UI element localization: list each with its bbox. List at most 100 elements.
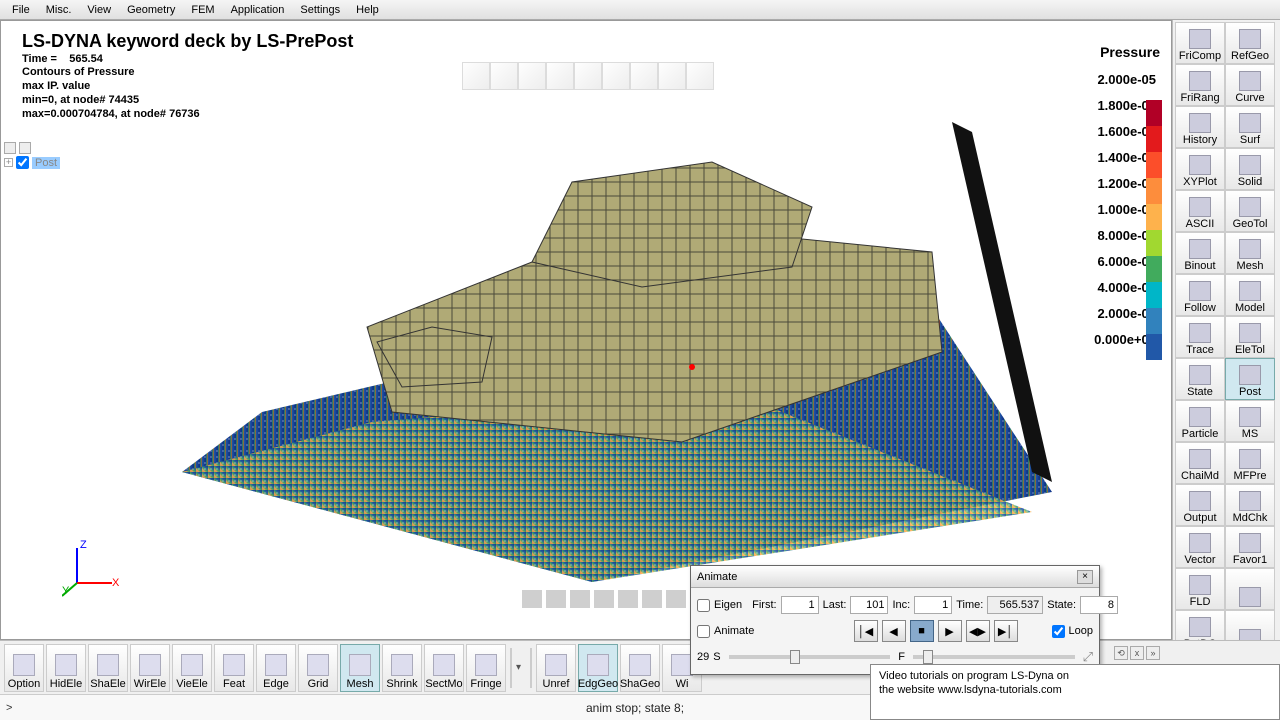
ascii-icon bbox=[1189, 197, 1211, 217]
view-cubes[interactable] bbox=[462, 62, 714, 90]
btool-option[interactable]: Option bbox=[4, 644, 44, 692]
btool-sectmo[interactable]: SectMo bbox=[424, 644, 464, 692]
btool-grid[interactable]: Grid bbox=[298, 644, 338, 692]
stop-button[interactable]: ■ bbox=[910, 620, 934, 642]
last-input[interactable] bbox=[850, 596, 888, 614]
tool-mesh[interactable]: Mesh bbox=[1225, 232, 1275, 274]
step-button[interactable]: ◀▶ bbox=[966, 620, 990, 642]
ms-icon bbox=[1239, 407, 1261, 427]
svg-text:Z: Z bbox=[80, 539, 87, 551]
output-icon bbox=[1189, 491, 1211, 511]
s-label: S bbox=[713, 651, 720, 663]
eigen-check[interactable] bbox=[697, 599, 710, 612]
menu-fem[interactable]: FEM bbox=[183, 2, 222, 18]
tool-fld[interactable]: FLD bbox=[1175, 568, 1225, 610]
btool-fringe[interactable]: Fringe bbox=[466, 644, 506, 692]
inc-input[interactable] bbox=[914, 596, 952, 614]
menu-help[interactable]: Help bbox=[348, 2, 387, 18]
inc-label: Inc: bbox=[892, 599, 910, 611]
prev-button[interactable]: ◀ bbox=[882, 620, 906, 642]
command-prompt[interactable]: > bbox=[6, 702, 526, 714]
tree-label: Post bbox=[32, 157, 60, 169]
btool-edge[interactable]: Edge bbox=[256, 644, 296, 692]
btool-shageo[interactable]: ShaGeo bbox=[620, 644, 660, 692]
tool-surf[interactable]: Surf bbox=[1225, 106, 1275, 148]
tutorial-line1: Video tutorials on program LS-Dyna on bbox=[879, 669, 1271, 683]
menu-application[interactable]: Application bbox=[223, 2, 293, 18]
menu-geometry[interactable]: Geometry bbox=[119, 2, 183, 18]
status-message: anim stop; state 8; bbox=[586, 701, 684, 715]
tool-trace[interactable]: Trace bbox=[1175, 316, 1225, 358]
first-button[interactable]: │◀ bbox=[854, 620, 878, 642]
btool-mesh[interactable]: Mesh bbox=[340, 644, 380, 692]
edge-icon bbox=[265, 654, 287, 676]
maxip-line: max IP. value bbox=[22, 80, 353, 94]
tool-ms[interactable]: MS bbox=[1225, 400, 1275, 442]
tool-favor1[interactable]: Favor1 bbox=[1225, 526, 1275, 568]
btool-edggeo[interactable]: EdgGeo bbox=[578, 644, 618, 692]
tool-fricomp[interactable]: FriComp bbox=[1175, 22, 1225, 64]
tutorial-overlay: Video tutorials on program LS-Dyna on th… bbox=[870, 664, 1280, 720]
last-button[interactable]: ▶│ bbox=[994, 620, 1018, 642]
mfpre-icon bbox=[1239, 449, 1261, 469]
tool-xyplot[interactable]: XYPlot bbox=[1175, 148, 1225, 190]
vieele-icon bbox=[181, 654, 203, 676]
tool-geotol[interactable]: GeoTol bbox=[1225, 190, 1275, 232]
follow-icon bbox=[1189, 281, 1211, 301]
post-icon bbox=[1239, 365, 1261, 385]
viewport-playback[interactable]: 8/1 bbox=[522, 590, 714, 608]
close-icon[interactable]: × bbox=[1077, 570, 1093, 584]
btool-hidele[interactable]: HidEle bbox=[46, 644, 86, 692]
tool-output[interactable]: Output bbox=[1175, 484, 1225, 526]
tool-chaimd[interactable]: ChaiMd bbox=[1175, 442, 1225, 484]
btool-vieele[interactable]: VieEle bbox=[172, 644, 212, 692]
fricomp-icon bbox=[1189, 29, 1211, 49]
btool-shrink[interactable]: Shrink bbox=[382, 644, 422, 692]
tree-check[interactable] bbox=[16, 156, 29, 169]
tool-solid[interactable]: Solid bbox=[1225, 148, 1275, 190]
frame-slider[interactable] bbox=[913, 655, 1075, 659]
tool-state[interactable]: State bbox=[1175, 358, 1225, 400]
model-icon bbox=[1239, 281, 1261, 301]
menu-settings[interactable]: Settings bbox=[292, 2, 348, 18]
tool-binout[interactable]: Binout bbox=[1175, 232, 1225, 274]
play-button[interactable]: ▶ bbox=[938, 620, 962, 642]
btool-shaele[interactable]: ShaEle bbox=[88, 644, 128, 692]
tool-history[interactable]: History bbox=[1175, 106, 1225, 148]
btool-feat[interactable]: Feat bbox=[214, 644, 254, 692]
tool-frirang[interactable]: FriRang bbox=[1175, 64, 1225, 106]
tool-ascii[interactable]: ASCII bbox=[1175, 190, 1225, 232]
btool-wirele[interactable]: WirEle bbox=[130, 644, 170, 692]
contours-line: Contours of Pressure bbox=[22, 66, 353, 80]
first-input[interactable] bbox=[781, 596, 819, 614]
animate-check[interactable] bbox=[697, 625, 710, 638]
tool-follow[interactable]: Follow bbox=[1175, 274, 1225, 316]
tool-refgeo[interactable]: RefGeo bbox=[1225, 22, 1275, 64]
legend-label: 2.000e-05 bbox=[1097, 72, 1156, 87]
tool-particle[interactable]: Particle bbox=[1175, 400, 1225, 442]
tool-mdchk[interactable]: MdChk bbox=[1225, 484, 1275, 526]
axis-badges[interactable]: ⟲x» bbox=[1114, 646, 1160, 660]
tool-mfpre[interactable]: MFPre bbox=[1225, 442, 1275, 484]
viewport[interactable]: LS-DYNA keyword deck by LS-PrePost Time … bbox=[2, 22, 1170, 638]
pressure-legend: Pressure 2.000e-051.800e-051.600e-051.40… bbox=[1094, 44, 1160, 352]
dialog-titlebar[interactable]: Animate × bbox=[691, 566, 1099, 588]
menu-view[interactable]: View bbox=[79, 2, 119, 18]
btool-unref[interactable]: Unref bbox=[536, 644, 576, 692]
loop-check[interactable] bbox=[1052, 625, 1065, 638]
menu-misc[interactable]: Misc. bbox=[38, 2, 80, 18]
speed-slider[interactable] bbox=[729, 655, 891, 659]
model-tree[interactable]: + Post bbox=[4, 142, 60, 169]
tool-curve[interactable]: Curve bbox=[1225, 64, 1275, 106]
tool-eletol[interactable]: EleTol bbox=[1225, 316, 1275, 358]
menu-file[interactable]: File bbox=[4, 2, 38, 18]
tool-blank[interactable] bbox=[1225, 568, 1275, 610]
state-input[interactable] bbox=[1080, 596, 1118, 614]
eigen-label: Eigen bbox=[714, 599, 742, 611]
feat-icon bbox=[223, 654, 245, 676]
tool-post[interactable]: Post bbox=[1225, 358, 1275, 400]
eletol-icon bbox=[1239, 323, 1261, 343]
tool-model[interactable]: Model bbox=[1225, 274, 1275, 316]
last-label: Last: bbox=[823, 599, 847, 611]
tool-vector[interactable]: Vector bbox=[1175, 526, 1225, 568]
